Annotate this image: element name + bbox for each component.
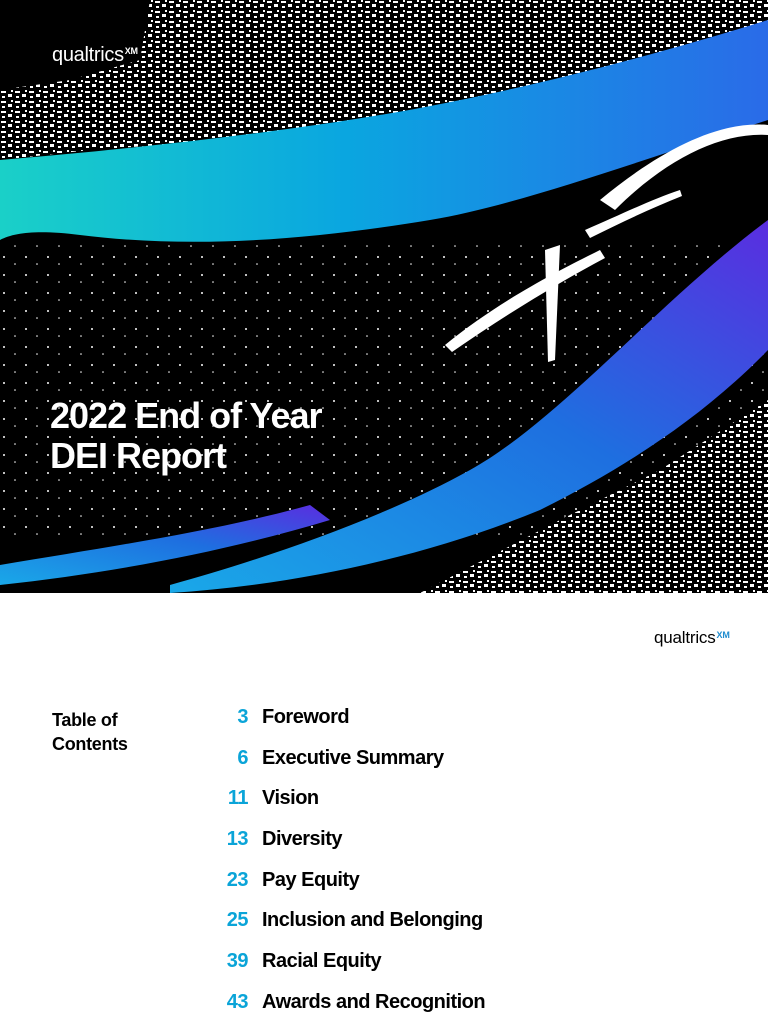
toc-item-label: Awards and Recognition [262,990,486,1013]
toc-item-racial-equity[interactable]: 39 Racial Equity [200,950,620,991]
qualtrics-logo-bottom: qualtricsXM [654,628,730,647]
toc-item-diversity[interactable]: 13 Diversity [200,828,620,869]
toc-list: 3 Foreword 6 Executive Summary 11 Vision… [200,706,620,1032]
title-line-2: DEI Report [50,435,227,476]
toc-item-label: Executive Summary [262,746,444,769]
toc-page-number: 43 [226,990,249,1013]
toc-item-pay-equity[interactable]: 23 Pay Equity [200,869,620,910]
toc-page-number: 3 [237,706,248,728]
toc-item-label: Diversity [262,828,343,851]
toc-item-label: Foreword [262,706,350,728]
toc-page-number: 23 [226,868,249,891]
toc-item-foreword[interactable]: 3 Foreword [200,706,620,747]
title-line-1: 2022 End of Year [50,395,322,436]
toc-item-label: Pay Equity [262,868,360,891]
toc-heading-line-2: Contents [52,734,128,754]
qualtrics-logo-top: qualtricsXM [52,44,138,66]
toc-page-number: 6 [237,746,248,769]
toc-heading-line-1: Table of [52,710,118,730]
toc-item-label: Racial Equity [262,950,382,973]
toc-page-number: 11 [227,787,249,810]
toc-item-inclusion-and-belonging[interactable]: 25 Inclusion and Belonging [200,909,620,950]
toc-page-number: 25 [226,909,249,932]
cover-artwork: qualtricsXM 2022 End of Year DEI Report [0,0,768,593]
toc-item-label: Inclusion and Belonging [262,909,483,932]
toc-heading: Table of Contents [52,708,128,756]
report-title: 2022 End of Year DEI Report [50,396,322,476]
abstract-art-graphic [0,0,768,593]
toc-item-awards-and-recognition[interactable]: 43 Awards and Recognition [200,991,620,1032]
toc-item-label: Vision [262,787,319,810]
toc-page-number: 13 [226,828,249,851]
toc-item-executive-summary[interactable]: 6 Executive Summary [200,747,620,788]
toc-page-number: 39 [226,950,249,973]
toc-item-vision[interactable]: 11 Vision [200,787,620,828]
